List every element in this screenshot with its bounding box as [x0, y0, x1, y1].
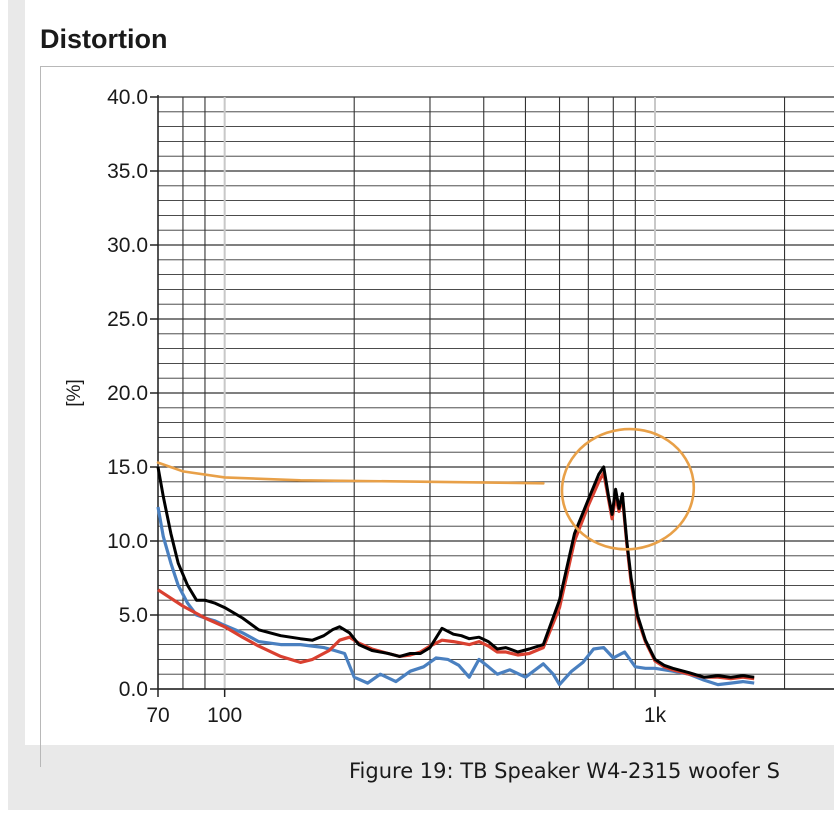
x-axis-ticks: 70 100 1k [146, 689, 667, 727]
y-tick-label: 20.0 [107, 382, 148, 405]
y-tick-label: 0.0 [119, 678, 148, 701]
y-tick-label: 40.0 [107, 86, 148, 109]
distortion-chart: 0.0 5.0 10.0 15.0 20.0 25.0 30.0 35.0 40.0 70 100… [64, 86, 834, 727]
plot-border [40, 66, 834, 767]
hand-drawn-circle-annotation [560, 427, 696, 551]
y-tick-label: 5.0 [119, 604, 148, 627]
y-tick-label: 25.0 [107, 308, 148, 331]
y-tick-label: 15.0 [107, 456, 148, 479]
annotations [156, 427, 696, 551]
figure-caption: Figure 19: TB Speaker W4-2315 woofer S [349, 759, 780, 783]
panel-title: Distortion [40, 24, 168, 54]
y-axis-ticks: 0.0 5.0 10.0 15.0 20.0 25.0 30.0 35.0 40.0 [107, 86, 158, 701]
y-tick-label: 10.0 [107, 530, 148, 553]
black-distortion-line [156, 465, 755, 679]
y-axis-label: [%] [64, 379, 85, 406]
grid-lines [157, 96, 834, 690]
x-tick-label: 1k [644, 704, 667, 727]
y-tick-label: 35.0 [107, 160, 148, 183]
x-tick-label: 70 [146, 704, 169, 727]
x-tick-label: 100 [207, 704, 242, 727]
y-tick-label: 30.0 [107, 234, 148, 257]
blue-distortion-line [156, 506, 755, 687]
series-group [156, 465, 755, 687]
hand-drawn-line-annotation [156, 461, 545, 485]
